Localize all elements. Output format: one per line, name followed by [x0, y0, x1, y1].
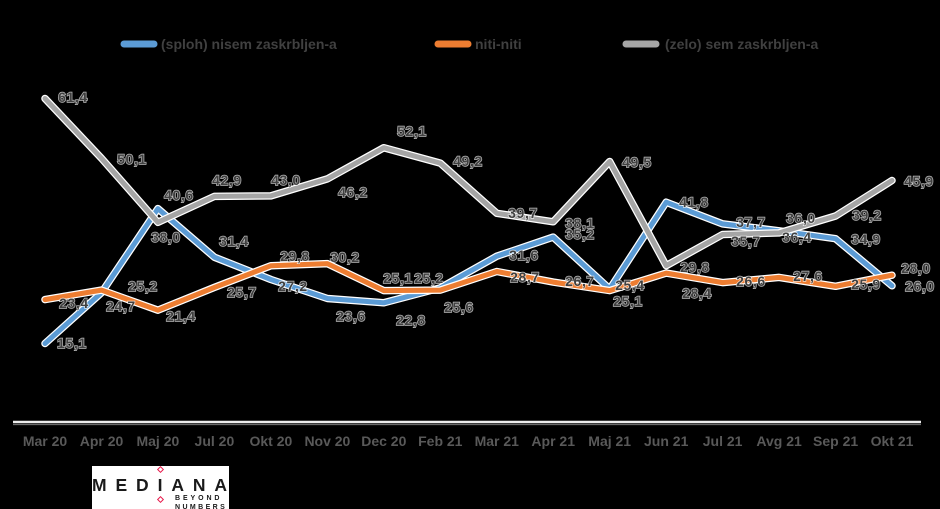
svg-text:Mar 20: Mar 20 [23, 433, 68, 449]
svg-text:Okt 21: Okt 21 [871, 433, 914, 449]
svg-text:28,0: 28,0 [901, 260, 931, 276]
svg-text:34,9: 34,9 [851, 231, 881, 247]
svg-text:Avg 21: Avg 21 [756, 433, 802, 449]
svg-text:49,2: 49,2 [453, 153, 483, 169]
svg-text:45,9: 45,9 [904, 173, 934, 189]
svg-text:25,4: 25,4 [615, 277, 645, 293]
svg-text:Mar 21: Mar 21 [475, 433, 520, 449]
svg-text:35,2: 35,2 [565, 226, 595, 242]
svg-text:25,6: 25,6 [444, 299, 474, 315]
svg-text:36,0: 36,0 [786, 210, 816, 226]
svg-text:26,6: 26,6 [736, 273, 766, 289]
svg-text:Dec 20: Dec 20 [361, 433, 406, 449]
svg-text:15,1: 15,1 [57, 335, 87, 351]
svg-text:niti-niti: niti-niti [475, 36, 522, 52]
svg-text:31,6: 31,6 [509, 247, 539, 263]
svg-text:31,4: 31,4 [219, 233, 249, 249]
svg-text:Apr 20: Apr 20 [80, 433, 124, 449]
svg-text:22,8: 22,8 [396, 312, 426, 328]
svg-text:Jul 20: Jul 20 [195, 433, 235, 449]
svg-text:25,2: 25,2 [128, 278, 158, 294]
svg-text:Sep 21: Sep 21 [813, 433, 858, 449]
svg-text:27,2: 27,2 [278, 278, 308, 294]
svg-text:41,8: 41,8 [679, 194, 709, 210]
svg-text:39,2: 39,2 [852, 207, 882, 223]
svg-text:26,0: 26,0 [905, 278, 935, 294]
svg-text:(zelo) sem zaskrbljen-a: (zelo) sem zaskrbljen-a [665, 36, 818, 52]
svg-text:46,2: 46,2 [338, 184, 368, 200]
svg-text:29,8: 29,8 [280, 248, 310, 264]
svg-text:49,5: 49,5 [622, 154, 652, 170]
svg-text:25,9: 25,9 [851, 276, 881, 292]
svg-text:38,1: 38,1 [565, 215, 595, 231]
svg-text:Jul 21: Jul 21 [703, 433, 743, 449]
svg-text:Maj 20: Maj 20 [136, 433, 179, 449]
svg-text:42,9: 42,9 [212, 172, 242, 188]
svg-text:40,6: 40,6 [164, 187, 194, 203]
svg-text:39,7: 39,7 [508, 205, 538, 221]
svg-text:23,6: 23,6 [336, 308, 366, 324]
svg-text:26,7: 26,7 [565, 273, 595, 289]
svg-text:28,4: 28,4 [682, 285, 712, 301]
svg-text:29,8: 29,8 [680, 259, 710, 275]
svg-text:21,4: 21,4 [166, 308, 196, 324]
svg-text:43,0: 43,0 [271, 172, 301, 188]
svg-text:25,1: 25,1 [613, 293, 643, 309]
svg-text:(sploh) nisem zaskrbljen-a: (sploh) nisem zaskrbljen-a [161, 36, 337, 52]
svg-text:Maj 21: Maj 21 [588, 433, 631, 449]
svg-text:Nov 20: Nov 20 [304, 433, 350, 449]
svg-text:Jun 21: Jun 21 [644, 433, 689, 449]
svg-text:27,6: 27,6 [793, 268, 823, 284]
svg-text:25,1: 25,1 [383, 270, 413, 286]
svg-text:28,7: 28,7 [510, 269, 540, 285]
svg-text:30,2: 30,2 [330, 249, 360, 265]
svg-text:52,1: 52,1 [397, 123, 427, 139]
svg-text:50,1: 50,1 [117, 151, 147, 167]
svg-text:24,7: 24,7 [106, 298, 136, 314]
svg-text:25,7: 25,7 [227, 284, 257, 300]
svg-text:36,4: 36,4 [782, 229, 812, 245]
svg-text:Feb 21: Feb 21 [418, 433, 463, 449]
svg-text:37,7: 37,7 [736, 214, 766, 230]
svg-text:Apr 21: Apr 21 [531, 433, 575, 449]
svg-text:Okt 20: Okt 20 [249, 433, 292, 449]
svg-text:35,7: 35,7 [731, 233, 761, 249]
svg-text:61,4: 61,4 [58, 89, 88, 105]
svg-text:25,2: 25,2 [414, 270, 444, 286]
svg-text:23,4: 23,4 [59, 295, 89, 311]
svg-text:38,0: 38,0 [151, 229, 181, 245]
